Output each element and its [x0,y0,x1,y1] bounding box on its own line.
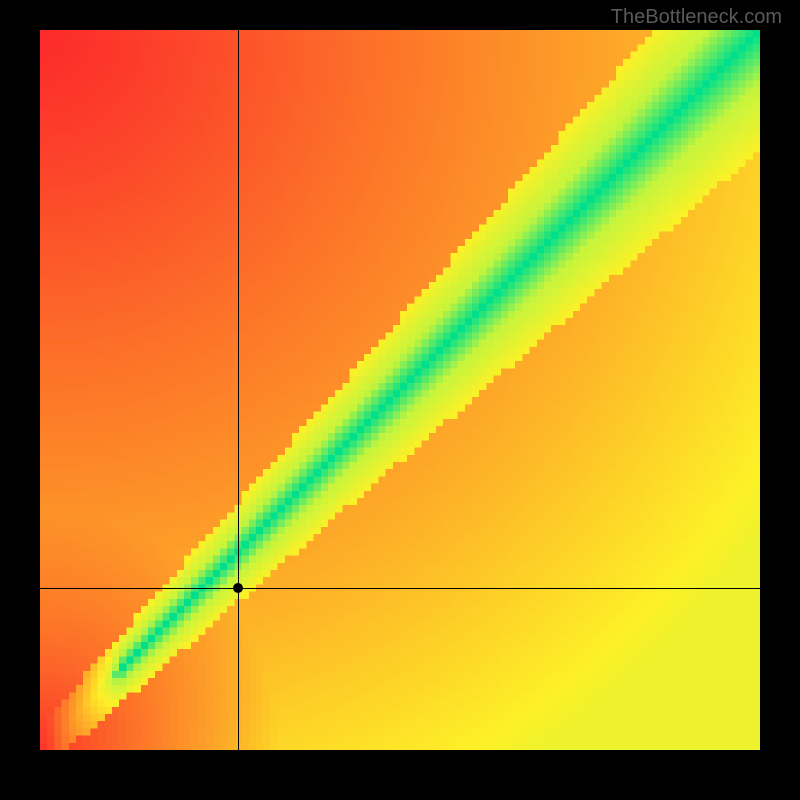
crosshair-vertical [238,30,239,750]
crosshair-horizontal [40,588,760,589]
heatmap-canvas [40,30,760,750]
heatmap-plot [40,30,760,750]
bottleneck-marker [233,583,243,593]
watermark-text: TheBottleneck.com [611,6,782,29]
